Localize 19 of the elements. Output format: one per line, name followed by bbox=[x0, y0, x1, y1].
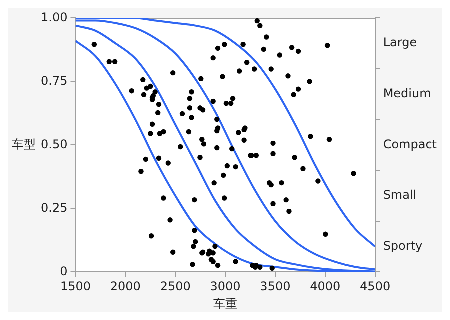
x-tick-label: 3000 bbox=[210, 280, 241, 294]
y-tick-label: 0.25 bbox=[41, 200, 68, 215]
y-tick-label: 1.00 bbox=[41, 10, 68, 24]
x-axis-title: 车重 bbox=[214, 296, 238, 311]
y-axis-title: 车型 bbox=[12, 137, 36, 152]
y-tick-label: 0.50 bbox=[41, 137, 68, 152]
x-tick-label: 1500 bbox=[60, 280, 91, 294]
category-label: Medium bbox=[383, 86, 432, 101]
y-tick-label: 0 bbox=[60, 264, 68, 278]
x-tick-label: 4500 bbox=[360, 280, 391, 294]
x-tick-label: 2500 bbox=[160, 280, 191, 294]
category-label: Large bbox=[383, 36, 418, 50]
category-label: Small bbox=[383, 188, 417, 202]
category-label: Sporty bbox=[383, 238, 423, 253]
x-tick-label: 4000 bbox=[310, 280, 341, 294]
y-tick-label: 0.75 bbox=[41, 74, 68, 88]
category-label: Compact bbox=[383, 137, 438, 152]
x-tick-label: 2000 bbox=[110, 280, 141, 294]
x-tick-label: 3500 bbox=[260, 280, 291, 294]
